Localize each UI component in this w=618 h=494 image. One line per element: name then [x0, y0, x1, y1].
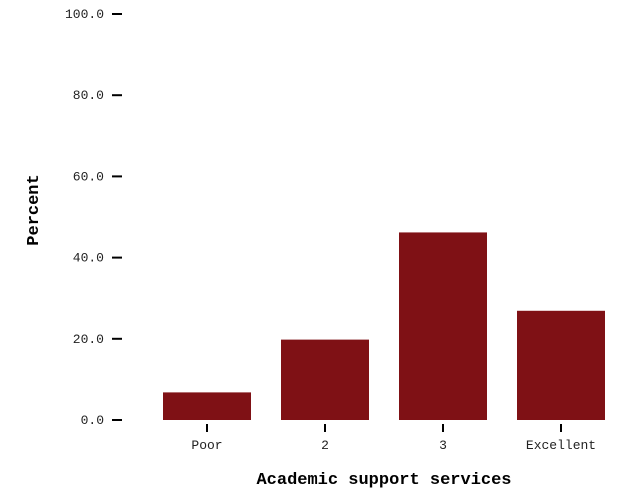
bar-excellent — [517, 310, 605, 420]
x-tick-label: 3 — [439, 438, 447, 453]
y-tick-label: 20.0 — [73, 332, 104, 347]
y-tick-label: 80.0 — [73, 88, 104, 103]
bars — [163, 232, 605, 420]
x-tick-label: Poor — [191, 438, 222, 453]
x-axis-title: Academic support services — [256, 471, 511, 490]
y-axis: 0.0 20.0 40.0 60.0 80.0 100.0 — [65, 7, 122, 428]
bar-2 — [281, 339, 369, 420]
x-axis: Poor 2 3 Excellent — [191, 424, 596, 453]
y-tick-label: 60.0 — [73, 169, 104, 184]
y-tick-label: 100.0 — [65, 7, 104, 22]
y-tick-label: 0.0 — [81, 413, 104, 428]
x-tick-label: Excellent — [526, 438, 596, 453]
y-tick-label: 40.0 — [73, 251, 104, 266]
bar-3 — [399, 232, 487, 420]
bar-poor — [163, 392, 251, 420]
x-tick-label: 2 — [321, 438, 329, 453]
y-axis-title: Percent — [25, 174, 44, 245]
